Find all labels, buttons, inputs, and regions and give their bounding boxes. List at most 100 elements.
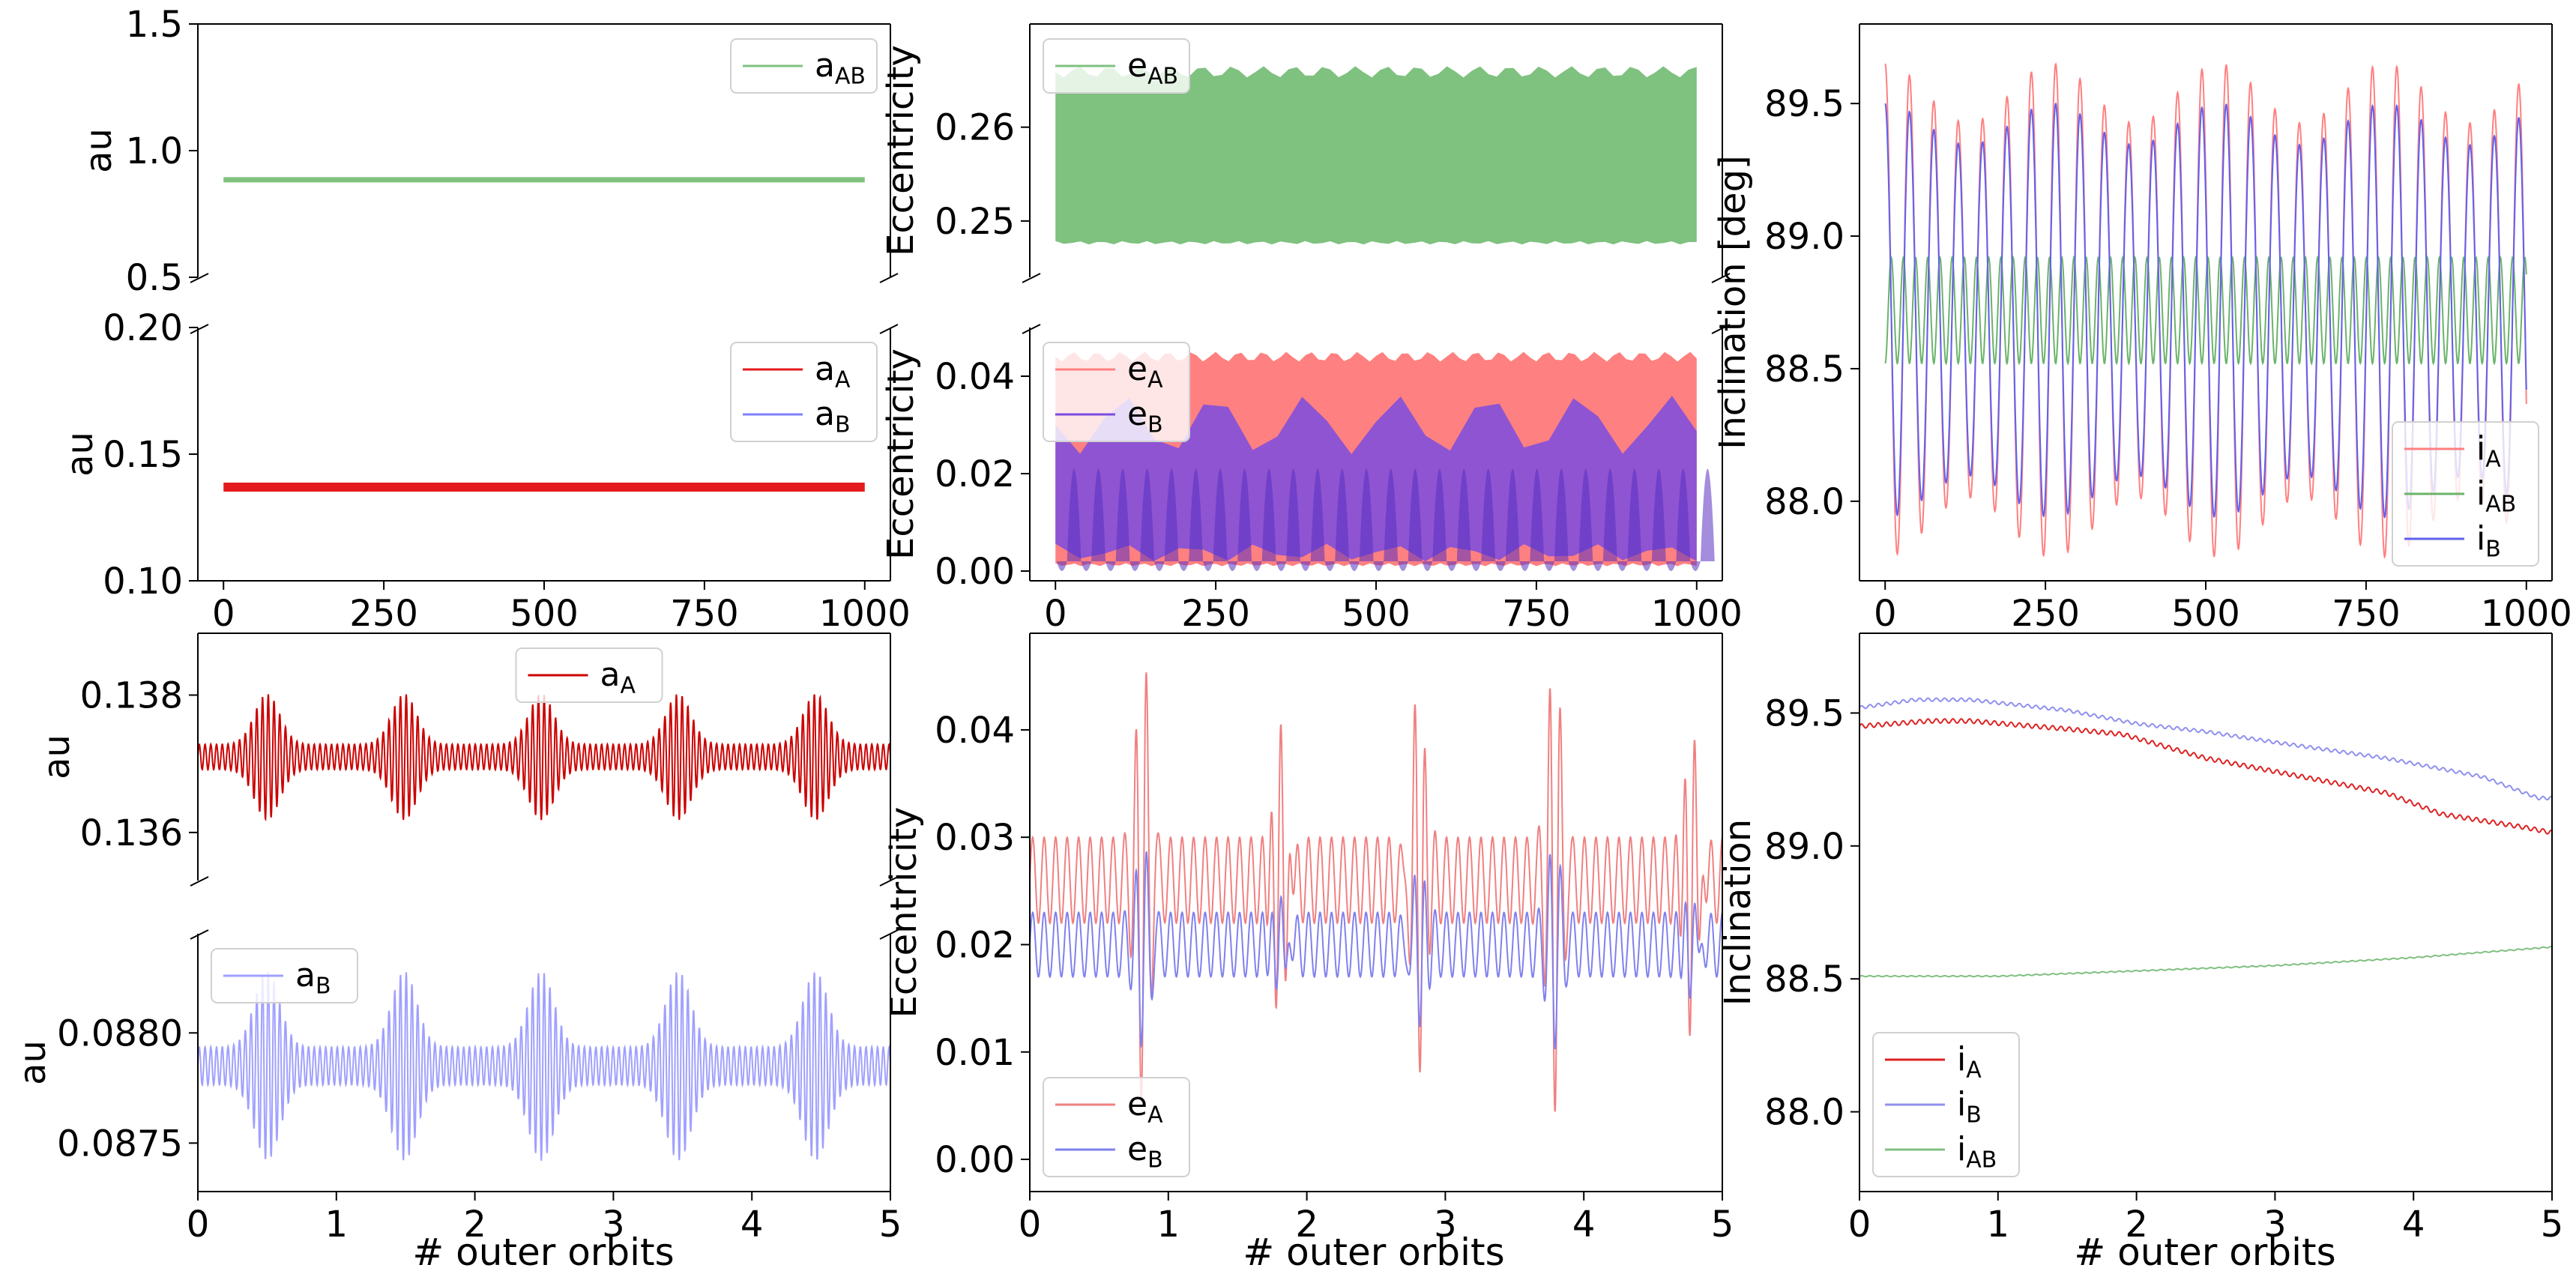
- ylabel: au: [59, 432, 101, 477]
- xtick-label: 2: [463, 1204, 486, 1246]
- xtick-label: 3: [2263, 1204, 2287, 1246]
- series-i-AB: [1884, 255, 2527, 366]
- legend: aB: [211, 948, 358, 1003]
- ytick-label: 0.0880: [57, 1012, 183, 1054]
- ytick-label: 0.10: [103, 561, 183, 603]
- ylabel: au: [12, 1040, 54, 1085]
- legend-label: eAB: [1127, 46, 1178, 90]
- legend-label: aAB: [815, 46, 866, 90]
- ytick-label: 1.0: [126, 130, 183, 172]
- series-i-B: [1884, 102, 2527, 519]
- plot-area: [1859, 697, 2552, 978]
- ytick-label: 0.5: [126, 257, 183, 299]
- legend-label: eA: [1127, 1085, 1163, 1129]
- ytick-label: 89.5: [1764, 83, 1844, 125]
- chart-a-top: 0.5 1.0 1.5 au aAB: [78, 4, 891, 299]
- xlabel-middle: # outer orbits: [1243, 1231, 1504, 1274]
- ytick-label: 88.0: [1764, 481, 1844, 523]
- ytick-label: 89.5: [1764, 692, 1844, 734]
- plot-area: [198, 972, 890, 1161]
- axis-break-markers: [190, 273, 1731, 940]
- series-i-AB: [1859, 946, 2552, 978]
- xtick-label: 250: [2011, 593, 2080, 635]
- plot-area: [1055, 351, 1715, 571]
- legend-label: iB: [2476, 519, 2501, 563]
- ytick-label: 0.26: [935, 107, 1015, 149]
- legend-label: aA: [600, 656, 636, 699]
- xtick-label: 250: [1181, 593, 1250, 635]
- xlabel-left: # outer orbits: [412, 1231, 674, 1274]
- ytick-label: 0.20: [103, 307, 183, 349]
- xtick-label: 0: [187, 1204, 210, 1246]
- ytick-label: 0.00: [935, 551, 1015, 593]
- chart-incl-full: 88.0 88.5 89.0 89.5 0 250 500 750 1000 Inclinatio…: [1712, 23, 2572, 635]
- xtick-label: 4: [740, 1204, 764, 1246]
- xtick-label: 2: [1295, 1204, 1318, 1246]
- xtick-label: 2: [2125, 1204, 2148, 1246]
- ylabel: Eccentricity: [883, 807, 925, 1018]
- xtick-label: 4: [2402, 1204, 2425, 1246]
- legend-label: iAB: [2476, 474, 2516, 518]
- legend-label: eB: [1127, 1130, 1163, 1174]
- ytick-label: 1.5: [126, 4, 183, 46]
- xtick-label: 1000: [1651, 593, 1743, 635]
- xtick-label: 750: [670, 593, 739, 635]
- ylabel: Inclination: [1717, 819, 1759, 1006]
- chart-e-zoom: 0.00 0.01 0.02 0.03 0.04 0 1 2 3 4 5 Eccentricity eA…: [883, 633, 1734, 1246]
- xtick-label: 4: [1572, 1204, 1596, 1246]
- ytick-label: 0.136: [80, 812, 183, 854]
- xlabel-right: # outer orbits: [2074, 1231, 2335, 1274]
- xtick-label: 1: [1157, 1204, 1180, 1246]
- legend: eAB: [1043, 38, 1190, 94]
- series-i-B: [1859, 697, 2552, 801]
- legend-label: aA: [815, 350, 851, 393]
- xtick-label: 3: [1434, 1204, 1457, 1246]
- ytick-label: 0.02: [935, 453, 1015, 495]
- xtick-label: 0: [1019, 1204, 1042, 1246]
- ytick-label: 0.04: [935, 710, 1015, 752]
- series-i-A: [1859, 718, 2552, 835]
- chart-e-top: 0.25 0.26 Eccentricity eAB: [880, 23, 1723, 277]
- legend-label: aB: [295, 956, 331, 1000]
- series-e-A: [1030, 672, 1722, 1112]
- legend-label: iB: [1957, 1085, 1982, 1129]
- xtick-label: 750: [1502, 593, 1571, 635]
- chart-aB-zoom: 0.0875 0.0880 0 1 2 3 4 5 au aB: [12, 934, 902, 1246]
- ytick-label: 0.15: [103, 434, 183, 476]
- legend-label: aB: [815, 395, 851, 438]
- ytick-label: 89.0: [1764, 216, 1844, 258]
- series-e-B: [1030, 851, 1722, 1050]
- ytick-label: 88.0: [1764, 1092, 1844, 1134]
- legend-label: eB: [1127, 395, 1163, 438]
- ytick-label: 0.0875: [57, 1123, 183, 1165]
- xtick-label: 0: [1044, 593, 1067, 635]
- ylabel: Eccentricity: [880, 45, 922, 256]
- xtick-label: 0: [1848, 1204, 1871, 1246]
- xtick-label: 500: [1342, 593, 1411, 635]
- xtick-label: 1: [325, 1204, 349, 1246]
- ytick-label: 88.5: [1764, 348, 1844, 390]
- xtick-label: 1000: [2481, 593, 2572, 635]
- xtick-label: 0: [212, 593, 235, 635]
- ylabel: Eccentricity: [880, 348, 922, 560]
- ylabel: au: [78, 128, 120, 173]
- legend-label: iA: [1957, 1040, 1982, 1084]
- xtick-label: 3: [602, 1204, 625, 1246]
- xtick-label: 1: [1987, 1204, 2010, 1246]
- plot-area: [1030, 672, 1722, 1112]
- legend-label: iA: [2476, 429, 2501, 473]
- xtick-label: 250: [349, 593, 418, 635]
- ytick-label: 0.25: [935, 201, 1015, 243]
- ytick-label: 0.138: [80, 675, 183, 717]
- series-e-AB: [1055, 66, 1697, 245]
- xtick-label: 0: [1874, 593, 1897, 635]
- ylabel: au: [36, 734, 78, 779]
- ytick-label: 0.04: [935, 356, 1015, 398]
